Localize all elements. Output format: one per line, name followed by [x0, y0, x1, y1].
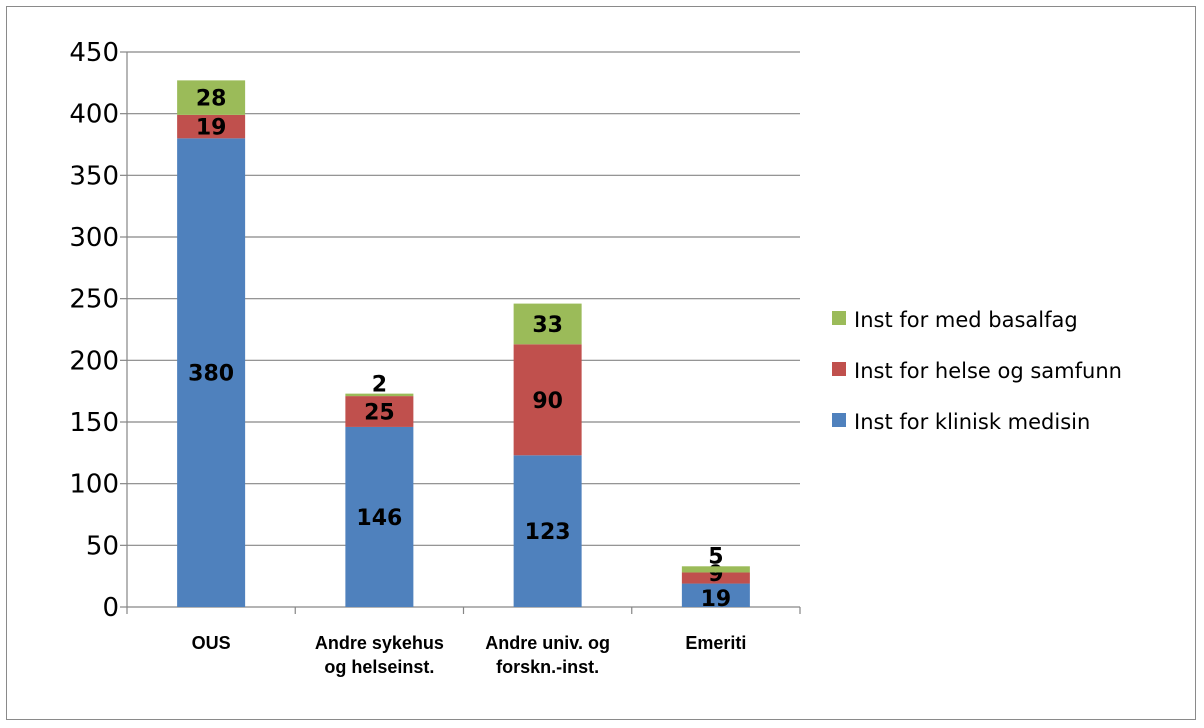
data-label: 19 — [196, 116, 227, 141]
bar-segment — [681, 583, 750, 607]
y-tick-label: 250 — [69, 285, 119, 315]
x-category-label: Andre sykehus — [315, 633, 444, 653]
legend-label: Inst for med basalfag — [854, 308, 1078, 332]
y-tick-label: 0 — [102, 593, 119, 623]
y-tick-label: 350 — [69, 161, 119, 191]
data-label: 146 — [356, 506, 402, 531]
bar-segment — [681, 572, 750, 584]
bar-segment — [345, 393, 414, 397]
x-category-label: og helseinst. — [324, 657, 434, 677]
legend-swatch — [832, 362, 846, 376]
y-tick-label: 400 — [69, 100, 119, 130]
data-label: 28 — [196, 87, 227, 112]
legend-label: Inst for helse og samfunn — [854, 359, 1122, 383]
data-label: 2 — [372, 373, 387, 398]
y-tick-label: 50 — [86, 531, 119, 561]
data-label: 25 — [364, 401, 395, 426]
data-label: 33 — [532, 313, 563, 338]
data-label: 19 — [701, 587, 732, 612]
bar-segment — [513, 303, 582, 345]
bar-segment — [177, 138, 246, 608]
x-category-label: OUS — [192, 633, 231, 653]
bar-segment — [345, 396, 414, 427]
bar-segment — [513, 455, 582, 607]
bar-segment — [177, 114, 246, 139]
bar-segment — [513, 344, 582, 456]
legend-swatch — [832, 413, 846, 427]
y-tick-label: 150 — [69, 408, 119, 438]
data-label: 123 — [525, 520, 571, 545]
y-tick-label: 450 — [69, 38, 119, 68]
bar-segment — [177, 80, 246, 115]
data-label: 380 — [188, 362, 234, 387]
y-tick-label: 100 — [69, 470, 119, 500]
bar-segment — [681, 566, 750, 573]
legend-label: Inst for klinisk medisin — [854, 410, 1090, 434]
data-label: 90 — [532, 389, 563, 414]
y-tick-label: 300 — [69, 223, 119, 253]
x-category-label: forskn.-inst. — [496, 657, 599, 677]
bar-segment — [345, 426, 414, 607]
data-label: 5 — [708, 544, 723, 569]
x-category-label: Andre univ. og — [485, 633, 610, 653]
legend-swatch — [832, 311, 846, 325]
y-tick-label: 200 — [69, 346, 119, 376]
x-category-label: Emeriti — [685, 633, 746, 653]
